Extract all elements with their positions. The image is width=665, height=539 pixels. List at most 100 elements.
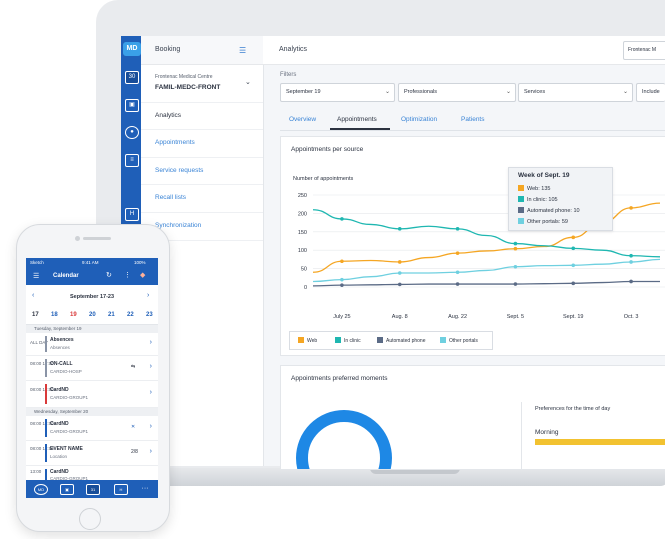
chevron-right-icon[interactable]: › [147,292,150,299]
filter-value: Include [642,89,660,95]
clinic-select[interactable]: Frontenac M [623,41,665,60]
list-item[interactable]: 08:00 12:00 CardND CARDIO-GROUP1 ✕ › [26,416,158,441]
row-subtitle: CARDIO-GROUP1 [50,429,89,434]
list-item[interactable]: 08:00 12:00 EVENT NAME Location 2/8 › [26,441,158,466]
moments-card: Appointments preferred moments Preferenc… [280,365,665,470]
row-title: CardND [50,469,69,475]
day-20[interactable]: 20 [89,312,96,318]
preferences-title: Preferences for the time of day [535,406,611,412]
tab-optimization[interactable]: Optimization [401,116,438,123]
user-icon[interactable]: ● [125,126,139,139]
filters-label: Filters [280,72,297,78]
day-23[interactable]: 23 [146,312,153,318]
list-item[interactable]: 08:00 17:00 ON-CALL CARDIO-HOSP ⇆ › [26,356,158,381]
hospital-icon[interactable]: H [125,208,139,221]
bell-icon[interactable]: ◆ [140,272,146,279]
md-tab-icon[interactable]: MD [34,484,48,495]
list-item[interactable]: 13:00 CardND CARDIO-GROUP1 [26,466,158,481]
sidebar-item-label: Synchronization [155,222,202,229]
refresh-icon[interactable]: ↻ [106,272,112,279]
clinic-select-value: Frontenac M [628,47,657,53]
row-stripe [45,384,47,404]
hospital-tab-icon[interactable]: H [114,484,128,495]
document-icon[interactable]: ≡ [125,154,139,167]
sidebar-item-service-requests[interactable]: Service requests [141,157,263,184]
battery-level: 100% [134,260,146,265]
laptop-notch [370,468,460,474]
phone-camera [75,236,80,241]
row-title: EVENT NAME [50,446,83,452]
sidebar-item-appointments[interactable]: Appointments [141,129,263,156]
menu-icon[interactable]: ☰ [33,273,40,280]
row-time: ALL DAY [30,340,49,345]
day-18[interactable]: 18 [51,312,58,318]
filter-include[interactable]: Include [636,83,665,102]
row-stripe [45,469,47,480]
row-stripe [45,336,47,352]
chart-tooltip: Week of Sept. 19 Web: 135 In clinic: 105… [508,167,613,231]
legend-item-in-clinic[interactable]: In clinic [335,337,361,344]
swap-icon: ⇆ [131,364,136,370]
sidebar-item-label: Analytics [155,112,182,119]
tab-overview[interactable]: Overview [289,116,317,123]
sidebar-item-analytics[interactable]: Analytics [141,102,263,129]
chart-legend: Web In clinic Automated phone Other port… [289,331,493,350]
filter-value: September 19 [286,89,321,95]
row-subtitle: CARDIO-GROUP1 [50,395,89,400]
day-17[interactable]: 17 [32,312,39,318]
filter-value: Professionals [404,89,438,95]
filter-professionals[interactable]: Professionals ⌄ [398,83,516,102]
inbox-tab-icon[interactable]: ▣ [60,484,74,495]
phone-home-button[interactable] [79,508,101,530]
divider [521,402,522,469]
chevron-down-icon[interactable]: ⌄ [245,79,251,86]
row-stripe [45,359,47,377]
legend-item-other-portals[interactable]: Other portals [440,337,478,344]
row-title: ON-CALL [50,361,73,367]
list-item[interactable]: 08:00 12:00 CardND CARDIO-GROUP1 › [26,381,158,408]
phone-tab-bar: MD ▣ 31 H ··· [26,480,158,498]
row-time: 08:00 12:00 [30,446,54,451]
more-icon[interactable]: ⋮ [124,272,131,279]
filter-services[interactable]: Services ⌄ [518,83,633,102]
sidebar-item-recall-lists[interactable]: Recall lists [141,184,263,211]
main-header: Analytics Frontenac M [263,36,665,65]
sidebar-item-synchronization[interactable]: Synchronization [141,212,263,239]
legend-item-automated-phone[interactable]: Automated phone [377,337,425,344]
tooltip-row: In clinic: 105 [518,196,558,203]
sidebar-item-label: Appointments [155,139,195,146]
tooltip-row: Other portals: 59 [518,218,568,225]
preference-bar [535,439,665,445]
legend-item-web[interactable]: Web [298,337,317,344]
row-subtitle: CARDIO-HOSP [50,369,82,374]
clinic-code: FAMIL-MEDC-FRONT [155,84,221,91]
tab-bar: Overview Appointments Optimization Patie… [280,110,665,131]
chevron-left-icon[interactable]: ‹ [32,292,35,299]
status-time: 9:41 AM [82,260,99,265]
filter-value: Services [524,89,546,95]
row-title: CardND [50,387,69,393]
date-header: Tuesday, September 19 [26,325,158,333]
tab-patients[interactable]: Patients [461,116,485,123]
chevron-right-icon: › [149,339,152,346]
inbox-icon[interactable]: ▣ [125,99,139,112]
filter-date[interactable]: September 19 ⌄ [280,83,395,102]
day-21[interactable]: 21 [108,312,115,318]
clinic-name: Frontenac Medical Centre [155,74,213,80]
tooltip-row: Web: 135 [518,185,550,192]
row-title: CardND [50,421,69,427]
day-22[interactable]: 22 [127,312,134,318]
moments-card-title: Appointments preferred moments [291,375,388,382]
day-19[interactable]: 19 [70,312,77,318]
preference-label: Morning [535,429,559,436]
calendar-icon[interactable]: 30 [125,71,139,84]
more-tab-icon[interactable]: ··· [141,485,149,492]
row-subtitle: CARDIO-GROUP1 [50,476,89,481]
phone-screen: Sketch 9:41 AM 100% ☰ Calendar ↻ ⋮ ◆ ‹ S… [26,258,158,498]
calendar-tab-icon[interactable]: 31 [86,484,100,495]
phone-speaker [83,237,111,240]
md-logo[interactable]: MD [123,42,141,56]
tab-appointments[interactable]: Appointments [337,116,377,123]
list-item[interactable]: ALL DAY Absences Absences › [26,333,158,356]
menu-toggle-icon[interactable]: ☰ [239,46,247,55]
